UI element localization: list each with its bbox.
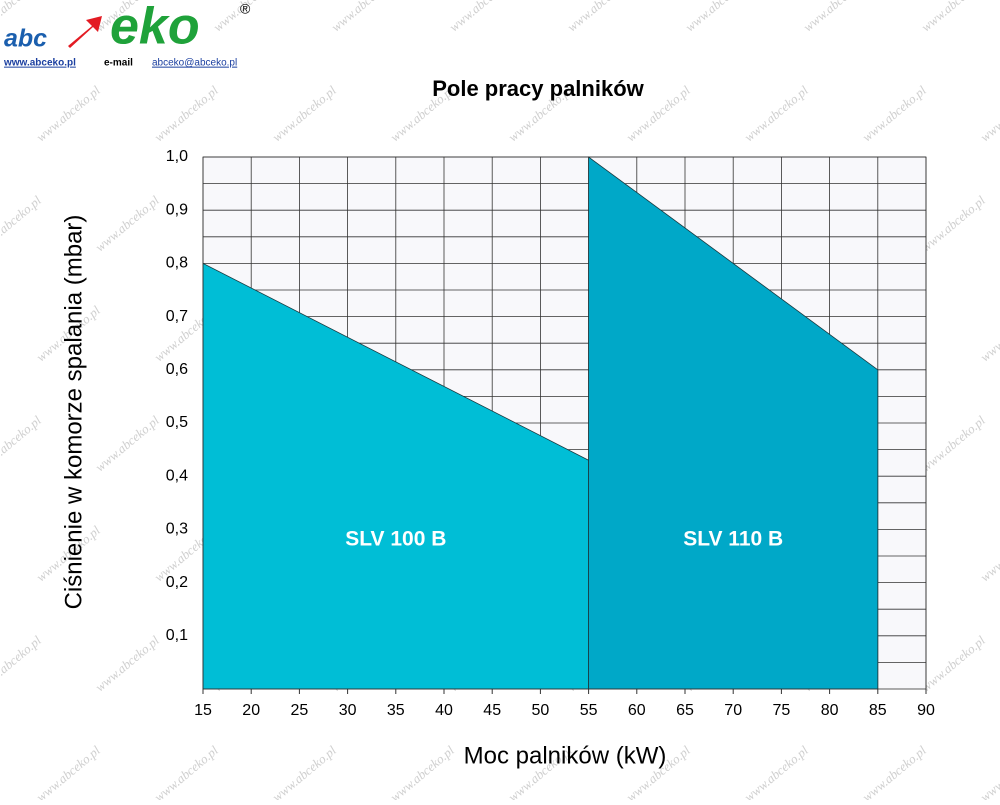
watermark: www.abceko.pl [0, 632, 44, 694]
email-link[interactable]: abceko@abceko.pl [152, 58, 237, 69]
watermark: www.abceko.pl [977, 302, 1000, 364]
x-tick-label: 80 [821, 702, 839, 719]
y-tick-label: 0,1 [166, 627, 188, 644]
x-tick-label: 40 [435, 702, 453, 719]
y-tick-label: 0,5 [166, 414, 188, 431]
watermark: www.abceko.pl [92, 192, 162, 254]
watermark: www.abceko.pl [269, 82, 339, 144]
website-link[interactable]: www.abceko.pl [3, 58, 76, 69]
watermark: www.abceko.pl [918, 0, 988, 35]
logo-arrow [68, 16, 102, 48]
watermark: www.abceko.pl [92, 632, 162, 694]
series-label: SLV 110 B [683, 528, 783, 551]
x-tick-label: 65 [676, 702, 694, 719]
watermark: www.abceko.pl [0, 412, 44, 474]
x-tick-label: 85 [869, 702, 887, 719]
watermark: www.abceko.pl [918, 632, 988, 694]
watermark: www.abceko.pl [859, 742, 929, 800]
y-tick-label: 0,7 [166, 308, 188, 325]
watermark: www.abceko.pl [564, 0, 634, 35]
y-tick-label: 0,9 [166, 201, 188, 218]
watermark: www.abceko.pl [918, 412, 988, 474]
watermark: www.abceko.pl [859, 82, 929, 144]
watermark: www.abceko.pl [33, 742, 103, 800]
logo-abc: abc [4, 25, 47, 53]
y-tick-label: 0,3 [166, 521, 188, 538]
watermark: www.abceko.pl [741, 82, 811, 144]
watermark: www.abceko.pl [92, 412, 162, 474]
registered-mark: ® [240, 1, 251, 17]
y-tick-label: 0,6 [166, 361, 188, 378]
x-tick-label: 90 [917, 702, 935, 719]
x-tick-label: 55 [580, 702, 598, 719]
watermark: www.abceko.pl [269, 742, 339, 800]
watermark: www.abceko.pl [682, 0, 752, 35]
plot-frame [202, 156, 927, 690]
chart-title: Pole pracy palników [432, 76, 644, 101]
watermark: www.abceko.pl [33, 82, 103, 144]
watermark: www.abceko.pl [0, 192, 44, 254]
watermark: www.abceko.pl [387, 742, 457, 800]
y-tick-label: 0,8 [166, 255, 188, 272]
x-axis-label: Moc palników (kW) [464, 742, 667, 769]
x-tick-label: 30 [339, 702, 357, 719]
watermark: www.abceko.pl [977, 522, 1000, 584]
watermark: www.abceko.pl [918, 192, 988, 254]
series-label: SLV 100 B [345, 528, 446, 551]
watermark: www.abceko.pl [741, 742, 811, 800]
x-tick-label: 75 [773, 702, 791, 719]
x-tick-label: 60 [628, 702, 646, 719]
y-tick-label: 0,2 [166, 574, 188, 591]
x-tick-label: 15 [194, 702, 212, 719]
watermark: www.abceko.pl [800, 0, 870, 35]
x-tick-label: 45 [483, 702, 501, 719]
watermark: www.abceko.pl [977, 82, 1000, 144]
watermark: www.abceko.pl [151, 742, 221, 800]
email-label: e-mail [104, 58, 133, 69]
x-tick-label: 50 [532, 702, 550, 719]
x-tick-label: 70 [724, 702, 742, 719]
x-tick-label: 25 [291, 702, 309, 719]
x-tick-label: 35 [387, 702, 405, 719]
watermark: www.abceko.pl [151, 82, 221, 144]
watermark: www.abceko.pl [977, 742, 1000, 800]
watermark: www.abceko.pl [446, 0, 516, 35]
x-tick-label: 20 [242, 702, 260, 719]
y-tick-label: 0,4 [166, 467, 188, 484]
watermark: www.abceko.pl [328, 0, 398, 35]
y-tick-label: 1,0 [166, 148, 188, 165]
y-axis-label: Ciśnienie w komorze spalania (mbar) [60, 215, 87, 610]
logo-eko: eko [110, 0, 200, 56]
